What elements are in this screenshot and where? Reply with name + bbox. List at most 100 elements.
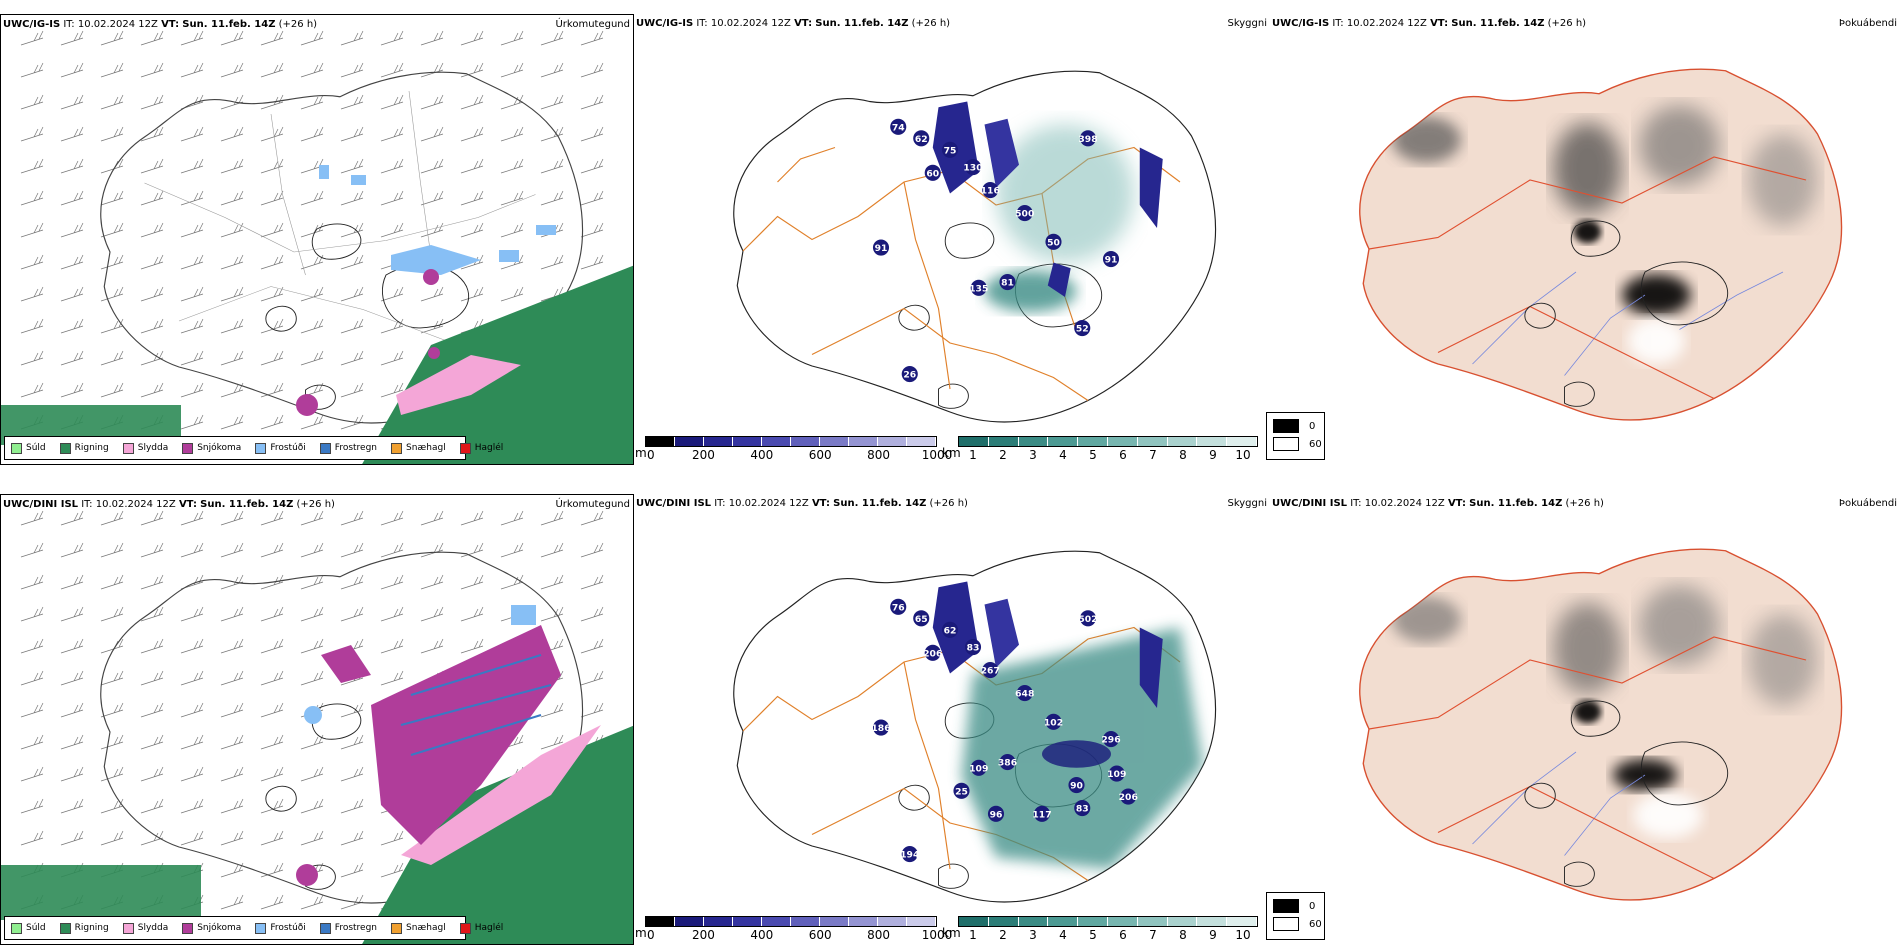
- wind-barb: [140, 574, 164, 590]
- wind-barb: [60, 350, 84, 366]
- wind-barb: [180, 30, 204, 46]
- legend-swatch: [11, 922, 22, 934]
- wind-barb: [540, 542, 564, 558]
- wind-barb: [260, 30, 284, 46]
- precip-panel-row1: UWC/IG-IS IT: 10.02.2024 12Z VT: Sun. 11…: [0, 14, 634, 465]
- legend-item: Snjókoma: [182, 442, 241, 454]
- wind-barb: [460, 542, 484, 558]
- panel-header: UWC/IG-IS IT: 10.02.2024 12Z VT: Sun. 11…: [1272, 18, 1587, 29]
- legend-item: Haglél: [459, 922, 503, 934]
- colorbar-tick: 7: [1149, 928, 1157, 942]
- wind-barb: [420, 574, 444, 590]
- visibility-label: 117: [1032, 809, 1051, 820]
- wind-barb: [340, 798, 364, 814]
- precip-legend: Súld Rigning Slydda Snjókoma Frostúði Frostre…: [4, 436, 503, 460]
- wind-barb: [20, 574, 44, 590]
- wind-barb: [140, 382, 164, 398]
- wind-barb: [100, 702, 124, 718]
- wind-barb: [380, 286, 404, 302]
- visibility-marker: [890, 118, 907, 135]
- wind-barb: [380, 574, 404, 590]
- colorbar-swatch: [1048, 437, 1079, 446]
- panel-header: UWC/IG-IS IT: 10.02.2024 12Z VT: Sun. 11…: [3, 19, 318, 30]
- colorbar-swatch: [791, 917, 820, 926]
- wind-barb: [180, 734, 204, 750]
- fog-map-row1: [1359, 68, 1843, 421]
- wind-barb: [180, 254, 204, 270]
- wind-barb: [260, 766, 284, 782]
- panel-header: UWC/IG-IS IT: 10.02.2024 12Z VT: Sun. 11…: [636, 18, 951, 29]
- wind-barb: [220, 382, 244, 398]
- wind-barb: [340, 318, 364, 334]
- fog-legend-swatch: [1273, 419, 1299, 433]
- wind-barb: [140, 830, 164, 846]
- colorbar-tick: 7: [1149, 448, 1157, 462]
- visibility-marker: [982, 662, 999, 679]
- colorbar-tick: 1: [969, 448, 977, 462]
- wind-barb: [180, 638, 204, 654]
- wind-barb: [20, 542, 44, 558]
- wind-barb: [140, 670, 164, 686]
- wind-barb: [60, 62, 84, 78]
- visibility-map-row2: 76 65 62 83 206 267 502 648 186 102 109 386 296 194 83…: [733, 550, 1217, 903]
- wind-barb: [420, 286, 444, 302]
- colorbar-swatch: [733, 437, 762, 446]
- visibility-marker: [1074, 320, 1091, 337]
- wind-barb: [380, 62, 404, 78]
- legend-item: Rigning: [59, 442, 109, 454]
- legend-label: Slydda: [137, 923, 169, 933]
- wind-barb: [580, 254, 604, 270]
- wind-barb: [100, 510, 124, 526]
- wind-barb: [220, 638, 244, 654]
- wind-barb: [220, 734, 244, 750]
- wind-barb: [460, 574, 484, 590]
- wind-barb: [380, 382, 404, 398]
- visibility-label: 109: [1107, 769, 1126, 780]
- colorbar-swatch: [791, 437, 820, 446]
- wind-barb: [20, 62, 44, 78]
- legend-swatch: [391, 442, 403, 454]
- wind-barb: [420, 222, 444, 238]
- wind-barb: [60, 286, 84, 302]
- colorbar-tick: 0: [647, 928, 655, 942]
- wind-barb: [300, 62, 324, 78]
- visibility-label: 194: [900, 850, 919, 861]
- wind-barb: [380, 158, 404, 174]
- visibility-marker: [1079, 610, 1097, 627]
- wind-barb: [140, 510, 164, 526]
- wind-barb: [420, 126, 444, 142]
- visibility-label: 83: [1076, 804, 1089, 815]
- wind-barb: [580, 606, 604, 622]
- visibility-label: 109: [969, 763, 988, 774]
- colorbar-swatch: [704, 917, 733, 926]
- visibility-label: 91: [1105, 255, 1118, 266]
- wind-barb: [260, 158, 284, 174]
- colorbar-tick: 10: [1235, 928, 1251, 942]
- wind-barb: [380, 94, 404, 110]
- visibility-marker: [1016, 685, 1033, 702]
- visibility-label: 74: [892, 122, 905, 133]
- wind-barb: [260, 542, 284, 558]
- colorbar-swatch: [1167, 437, 1198, 446]
- wind-barb: [340, 126, 364, 142]
- wind-barb: [180, 574, 204, 590]
- wind-barb: [580, 62, 604, 78]
- wind-barb: [180, 670, 204, 686]
- wind-barb: [300, 30, 324, 46]
- wind-barb: [20, 286, 44, 302]
- wind-barb: [340, 414, 364, 430]
- colorbar-swatch: [988, 917, 1019, 926]
- wind-barb: [540, 190, 564, 206]
- wind-barb: [180, 94, 204, 110]
- colorbar-unit: km: [942, 446, 961, 460]
- wind-barb: [300, 798, 324, 814]
- precip-map-row2: [1, 510, 633, 944]
- colorbar-swatch: [849, 437, 878, 446]
- wind-barb: [140, 318, 164, 334]
- panel-title: Skyggni: [1227, 498, 1267, 509]
- visibility-marker: [872, 719, 890, 736]
- wind-barb: [100, 254, 124, 270]
- visibility-label: 26: [903, 370, 916, 381]
- wind-barb: [220, 510, 244, 526]
- colorbar-tick: 8: [1179, 928, 1187, 942]
